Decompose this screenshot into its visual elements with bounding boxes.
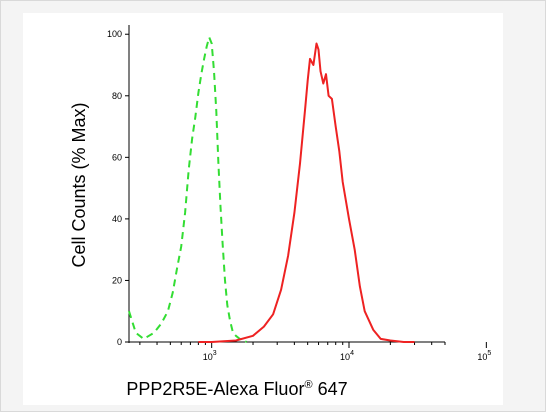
series-1-point xyxy=(325,74,326,75)
series-0-point xyxy=(243,340,244,341)
series-1-point xyxy=(354,249,355,250)
histogram-chart: 0 20 40 60 80 100 103 104 105 Cell Counts (% Ma… xyxy=(69,25,491,399)
series-0-point xyxy=(201,74,202,75)
series-0-point xyxy=(209,37,210,38)
x-tick-label: 103 xyxy=(203,350,217,362)
series-1-point xyxy=(373,329,374,330)
series-1-point xyxy=(307,80,308,81)
series-1-point xyxy=(316,43,317,44)
series-0-point xyxy=(161,323,162,324)
series-0 xyxy=(128,36,248,343)
series-1-point xyxy=(287,255,288,256)
series-1-point xyxy=(280,289,281,290)
series-1-point xyxy=(320,71,321,72)
series-0-point xyxy=(216,111,217,112)
series-1-point xyxy=(364,311,365,312)
series-1 xyxy=(198,42,415,343)
series-1-point xyxy=(235,340,236,341)
y-axis-title: Cell Counts (% Max) xyxy=(69,102,89,267)
series-0-point xyxy=(232,332,233,333)
series-0-point xyxy=(246,341,247,342)
series-1-point xyxy=(390,340,391,341)
x-axis: 103 104 105 xyxy=(129,341,491,362)
series-1-point xyxy=(294,212,295,213)
y-axis: 0 20 40 60 80 100 xyxy=(107,25,130,347)
y-tick-label: 40 xyxy=(112,214,122,224)
series-1-point xyxy=(414,341,415,342)
series-1-point xyxy=(359,286,360,287)
series-1-point xyxy=(328,95,329,96)
series-0-point xyxy=(220,206,221,207)
x-axis-title-main: PPP2R5E-Alexa Fluor xyxy=(126,379,304,399)
series-1-point xyxy=(305,107,306,108)
series-1-point xyxy=(331,98,332,99)
x-tick-label: 104 xyxy=(340,350,354,362)
series-1-point xyxy=(342,181,343,182)
x-axis-title: PPP2R5E-Alexa Fluor® 647 xyxy=(126,379,347,399)
x-axis-title-sup: ® xyxy=(304,379,312,391)
series-0-point xyxy=(191,138,192,139)
series-0-point xyxy=(222,243,223,244)
series-1-point xyxy=(309,58,310,59)
chart-panel: 0 20 40 60 80 100 103 104 105 Cell Counts (% Ma… xyxy=(23,13,503,405)
y-tick-label: 60 xyxy=(112,152,122,162)
series-0-point xyxy=(167,311,168,312)
series-0-point xyxy=(224,280,225,281)
series-1-point xyxy=(211,341,212,342)
x-tick-label: 105 xyxy=(477,350,491,362)
series-1-line xyxy=(198,42,415,343)
series-0-point xyxy=(218,163,219,164)
series-0-point xyxy=(206,46,207,47)
series-0-point xyxy=(176,268,177,269)
x-axis-title-tail: 647 xyxy=(313,379,348,399)
series-1-point xyxy=(335,126,336,127)
series-1-point xyxy=(323,83,324,84)
series-0-point xyxy=(227,304,228,305)
series-0-point xyxy=(172,292,173,293)
series-layer xyxy=(128,36,415,343)
series-0-point xyxy=(181,246,182,247)
y-tick-label: 80 xyxy=(112,91,122,101)
series-0-point xyxy=(229,320,230,321)
series-1-point xyxy=(299,163,300,164)
series-0-point xyxy=(235,335,236,336)
series-1-point xyxy=(339,151,340,152)
series-1-point xyxy=(313,64,314,65)
series-0-point xyxy=(211,43,212,44)
series-1-point xyxy=(318,49,319,50)
series-1-point xyxy=(272,314,273,315)
series-0-point xyxy=(153,332,154,333)
y-tick-label: 20 xyxy=(112,275,122,285)
series-1-point xyxy=(403,341,404,342)
series-0-point xyxy=(135,332,136,333)
y-tick-label: 0 xyxy=(117,337,122,347)
series-0-point xyxy=(195,117,196,118)
series-0-line xyxy=(128,36,248,343)
series-0-point xyxy=(198,92,199,93)
series-0-point xyxy=(188,169,189,170)
series-0-point xyxy=(213,71,214,72)
series-1-point xyxy=(252,335,253,336)
series-0-point xyxy=(184,212,185,213)
series-0-point xyxy=(203,58,204,59)
series-1-point xyxy=(263,326,264,327)
series-1-point xyxy=(348,218,349,219)
series-1-point xyxy=(380,338,381,339)
y-tick-label: 100 xyxy=(107,29,122,39)
series-0-point xyxy=(128,311,129,312)
series-1-point xyxy=(198,341,199,342)
series-0-point xyxy=(143,338,144,339)
